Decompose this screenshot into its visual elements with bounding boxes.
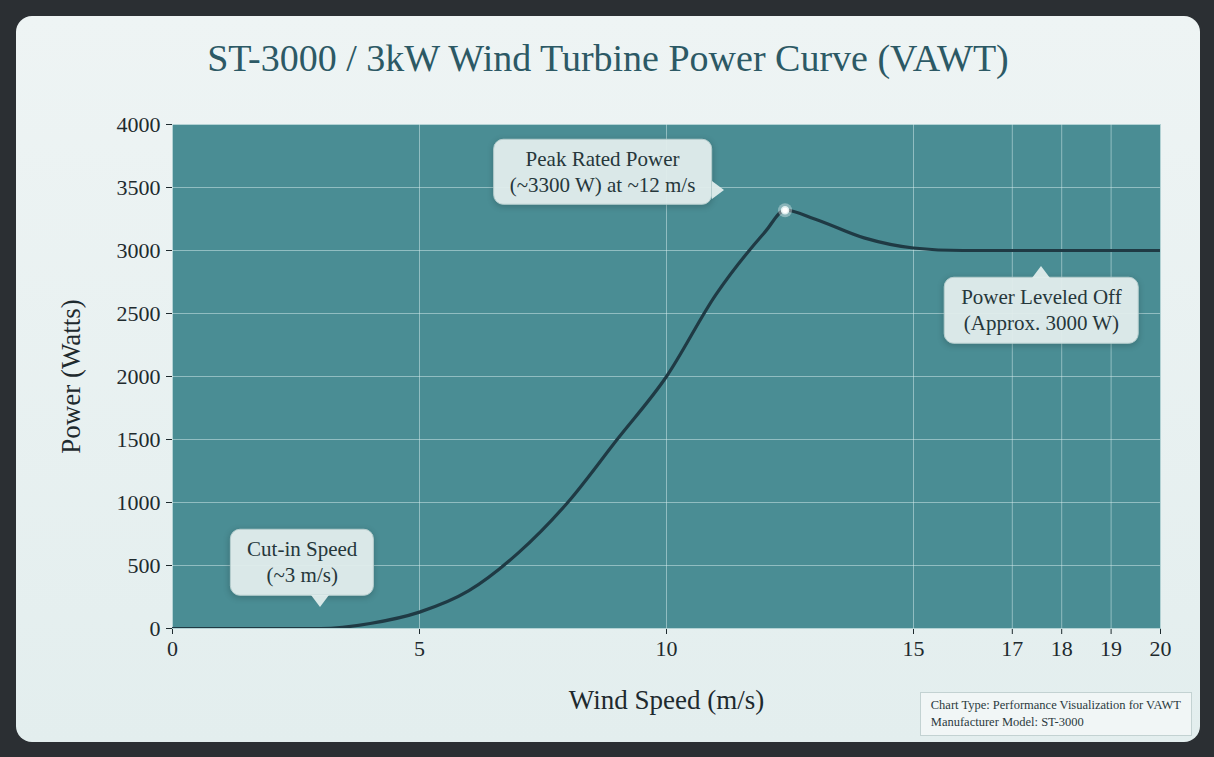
html-text:Chart Type: Performance Visual: Chart Type: Performance Visualization fo… (930, 698, 1181, 713)
html-text:Manufacturer Model: ST-3000: Manufacturer Model: ST-3000 (930, 715, 1084, 730)
svg-text:1000: 1000 (117, 490, 161, 515)
svg-text:18: 18 (1051, 636, 1073, 661)
svg-text:2500: 2500 (117, 301, 161, 326)
svg-text:Power (Watts): Power (Watts) (56, 299, 86, 454)
svg-text:3000: 3000 (117, 238, 161, 263)
svg-text:0: 0 (167, 636, 178, 661)
svg-text:Wind Speed (m/s): Wind Speed (m/s) (569, 685, 764, 715)
svg-text:20: 20 (1150, 636, 1172, 661)
svg-text:5: 5 (414, 636, 425, 661)
html-text:ST-3000 / 3kW Wind Turbine Pow: ST-3000 / 3kW Wind Turbine Power Curve (… (207, 37, 1009, 79)
svg-text:19: 19 (1100, 636, 1122, 661)
svg-text:1500: 1500 (117, 427, 161, 452)
svg-text:0: 0 (150, 616, 161, 641)
svg-text:17: 17 (1001, 636, 1023, 661)
svg-text:500: 500 (128, 553, 161, 578)
html-text:Peak Rated Power (~3300 W) at: Peak Rated Power (~3300 W) at ~12 m/s (509, 146, 696, 197)
svg-text:2000: 2000 (117, 364, 161, 389)
html-text:Power Leveled Off (Approx. 300: Power Leveled Off (Approx. 3000 W) (961, 284, 1122, 335)
svg-text:15: 15 (903, 636, 925, 661)
svg-text:3500: 3500 (117, 175, 161, 200)
svg-text:10: 10 (656, 636, 678, 661)
svg-text:4000: 4000 (117, 112, 161, 137)
html-text:Cut-in Speed (~3 m/s): Cut-in Speed (~3 m/s) (247, 536, 358, 587)
